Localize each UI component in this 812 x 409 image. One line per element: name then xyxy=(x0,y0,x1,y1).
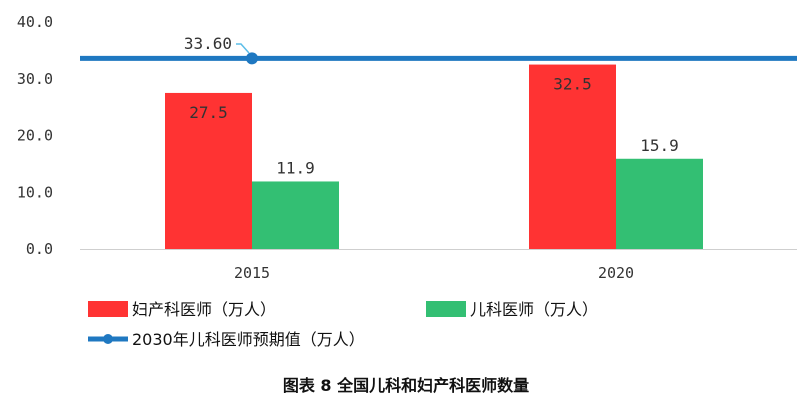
legend-label-pediatric: 儿科医师（万人） xyxy=(470,300,598,319)
data-label: 15.9 xyxy=(640,136,679,155)
legend-swatch-pediatric xyxy=(426,301,466,317)
legend-label-obgyn: 妇产科医师（万人） xyxy=(132,300,276,319)
bar-pediatric-2015 xyxy=(252,181,339,249)
chart-caption: 图表 8 全国儿科和妇产科医师数量 xyxy=(282,376,530,395)
y-tick-label: 10.0 xyxy=(17,183,53,201)
y-tick-label: 30.0 xyxy=(17,70,53,88)
bar-obgyn-2020 xyxy=(529,64,616,249)
legend-label-reference: 2030年儿科医师预期值（万人） xyxy=(132,330,365,349)
data-label: 32.5 xyxy=(553,75,592,94)
reference-marker xyxy=(246,52,258,65)
legend-swatch-obgyn xyxy=(88,301,128,317)
data-label: 11.9 xyxy=(276,158,315,177)
bar-pediatric-2020 xyxy=(616,158,703,249)
reference-label-leader xyxy=(236,43,250,54)
bar-obgyn-2015 xyxy=(165,92,252,249)
x-tick-label: 2015 xyxy=(234,264,270,282)
y-tick-label: 20.0 xyxy=(17,127,53,145)
y-tick-label: 40.0 xyxy=(17,13,53,31)
legend-swatch-reference-marker xyxy=(103,334,113,344)
y-tick-label: 0.0 xyxy=(26,240,53,258)
x-tick-label: 2020 xyxy=(598,264,634,282)
data-label: 27.5 xyxy=(189,103,228,122)
reference-data-label: 33.60 xyxy=(184,34,232,53)
